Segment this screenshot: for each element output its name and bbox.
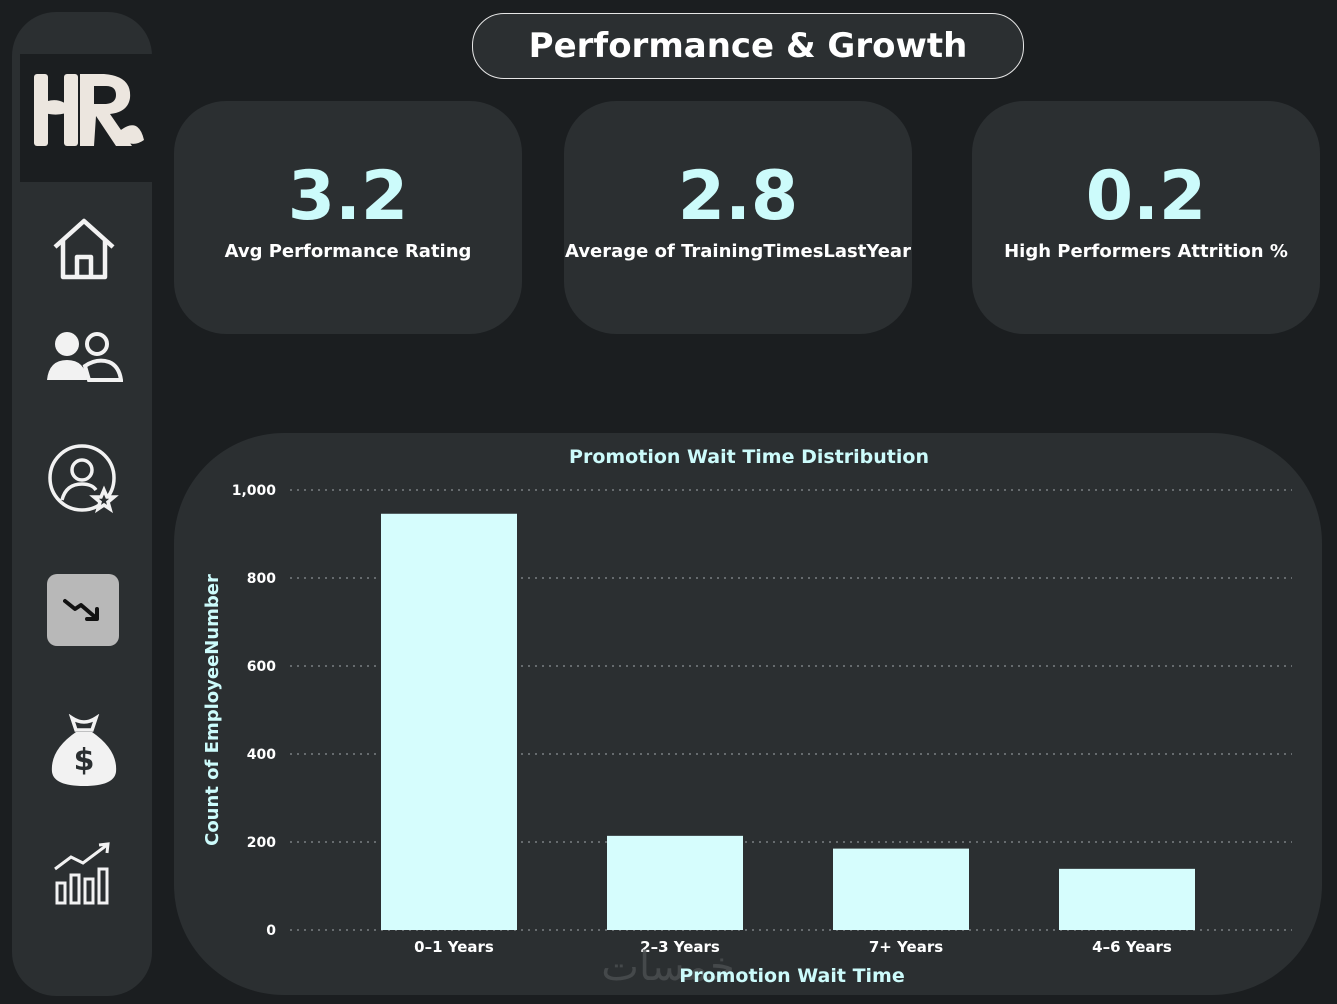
kpi-card-performance: 3.2 Avg Performance Rating [174, 101, 522, 334]
money-bag-icon[interactable]: $ [44, 712, 124, 792]
bar[interactable] [607, 835, 743, 930]
x-tick-label: 7+ Years [869, 938, 943, 956]
kpi-value: 0.2 [1085, 157, 1207, 236]
y-tick-label: 400 [247, 747, 276, 763]
attrition-trend-down-icon[interactable] [47, 574, 119, 646]
chart-title: Promotion Wait Time Distribution [569, 446, 929, 468]
page-title: Performance & Growth [472, 13, 1024, 79]
watermark: خمسات [601, 944, 734, 990]
y-tick-label: 1,000 [232, 483, 277, 499]
home-icon[interactable] [44, 208, 124, 288]
kpi-value: 2.8 [677, 157, 799, 236]
kpi-value: 3.2 [287, 157, 409, 236]
kpi-card-training: 2.8 Average of TrainingTimesLastYear [564, 101, 912, 334]
x-tick-label: 0–1 Years [414, 938, 494, 956]
kpi-label: Average of TrainingTimesLastYear [565, 241, 911, 262]
x-tick-label: 4–6 Years [1092, 938, 1172, 956]
x-tick-label: 2–3 Years [640, 938, 720, 956]
bar[interactable] [1059, 868, 1195, 930]
y-tick-label: 200 [247, 835, 276, 851]
employees-icon[interactable] [44, 316, 124, 396]
y-tick-label: 800 [247, 571, 276, 587]
bar[interactable] [381, 513, 517, 930]
hr-logo: HR [20, 54, 154, 182]
kpi-label: High Performers Attrition % [1004, 241, 1288, 262]
svg-text:HR: HR [87, 171, 89, 173]
growth-chart-icon[interactable] [44, 832, 124, 912]
y-tick-label: 600 [247, 659, 276, 675]
bar[interactable] [833, 848, 969, 930]
y-tick-label: 0 [266, 923, 276, 939]
y-axis-label: Count of EmployeeNumber [202, 574, 223, 846]
performer-star-icon[interactable] [44, 440, 124, 520]
kpi-card-attrition: 0.2 High Performers Attrition % [972, 101, 1320, 334]
x-axis-label: Promotion Wait Time [679, 965, 904, 987]
kpi-label: Avg Performance Rating [224, 241, 472, 262]
svg-text:$: $ [74, 743, 95, 778]
